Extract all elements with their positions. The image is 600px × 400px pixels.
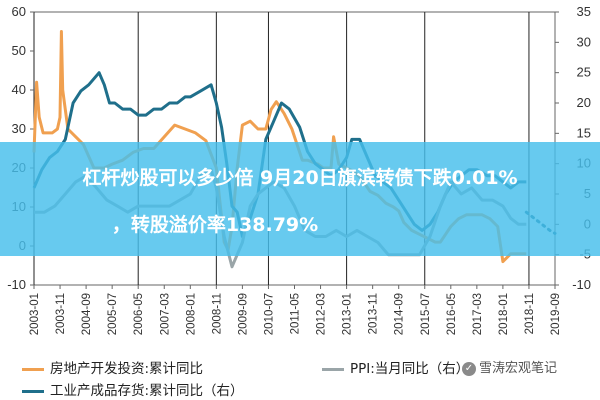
banner-line-1: 杠杆炒股可以多少倍 9月20日旗滨转债下跌0.01%: [82, 167, 518, 189]
x-tick-label: 2003-01: [29, 293, 41, 335]
x-tick-label: 2006-05: [133, 293, 145, 335]
right-tick-label: 20: [577, 95, 591, 110]
x-tick-label: 2018-11: [524, 293, 536, 334]
x-tick-label: 2010-07: [263, 293, 275, 335]
x-tick-label: 2013-11: [368, 293, 380, 334]
wechat-icon: ✓: [462, 361, 476, 376]
legend-item-real-estate: 房地产开发投资:累计同比: [22, 357, 203, 377]
x-tick-label: 2019-09: [550, 293, 562, 335]
x-tick-label: 2007-03: [159, 293, 171, 335]
x-tick-label: 2013-01: [342, 293, 354, 335]
left-tick-label: -10: [7, 277, 26, 292]
x-tick-label: 2016-05: [446, 293, 458, 335]
right-tick-label: 30: [577, 34, 591, 49]
watermark-text: 雪涛宏观笔记: [479, 361, 558, 376]
x-tick-label: 2015-07: [420, 293, 432, 335]
legend-swatch-blue: [22, 389, 44, 393]
right-tick-label: 15: [577, 125, 591, 140]
legend-item-ppi: PPI:当月同比（右）: [322, 357, 469, 377]
left-tick-label: 50: [12, 43, 26, 58]
left-tick-label: 30: [12, 121, 26, 136]
legend-swatch-orange: [22, 367, 44, 371]
x-tick-label: 2008-01: [185, 293, 197, 335]
left-tick-label: 60: [12, 4, 26, 19]
legend-label-inventory: 工业产成品存货:累计同比（右）: [50, 383, 244, 399]
right-tick-label: 25: [577, 65, 591, 80]
left-tick-label: 40: [12, 82, 26, 97]
x-tick-label: 2011-05: [290, 293, 302, 334]
legend-swatch-gray: [322, 367, 344, 371]
x-tick-label: 2008-11: [211, 293, 223, 334]
watermark: ✓ 雪涛宏观笔记: [462, 357, 557, 376]
x-tick-label: 2014-09: [394, 293, 406, 335]
x-tick-label: 2017-03: [472, 293, 484, 335]
legend-label-real-estate: 房地产开发投资:累计同比: [50, 361, 204, 377]
banner-line-2: ，转股溢价率138.79%: [111, 214, 319, 236]
right-tick-label: 35: [577, 4, 591, 19]
x-tick-label: 2003-11: [55, 293, 67, 334]
x-tick-label: 2018-01: [498, 293, 510, 335]
x-tick-label: 2004-09: [81, 293, 93, 335]
headline-banner: [0, 142, 600, 256]
x-tick-label: 2009-09: [237, 293, 249, 335]
x-tick-label: 2005-07: [107, 293, 119, 335]
legend-label-ppi: PPI:当月同比（右）: [350, 361, 470, 377]
legend-item-inventory: 工业产成品存货:累计同比（右）: [22, 379, 244, 399]
x-tick-label: 2012-03: [316, 293, 328, 335]
right-tick-label: -10: [572, 277, 591, 292]
